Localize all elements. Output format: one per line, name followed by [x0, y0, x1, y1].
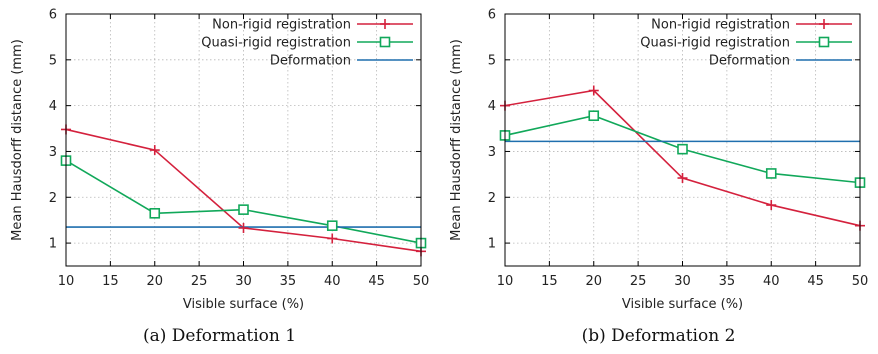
figure-panel-a: 10 15 20 25 30 35 40 45 50 1 2 3 4 5 6 Visible surface … — [10, 8, 430, 347]
legend-label: Quasi-rigid registration — [640, 36, 790, 51]
legend-swatch-marker — [818, 36, 830, 48]
data-point-quasi-rigid-registration — [238, 204, 249, 215]
x-axis-label: Visible surface (%) — [622, 297, 743, 312]
data-point-quasi-rigid-registration — [149, 208, 161, 219]
x-tick-label: 10 — [58, 274, 75, 289]
data-point-quasi-rigid-registration — [326, 220, 338, 231]
x-tick-label: 15 — [102, 274, 119, 289]
x-tick-label: 20 — [146, 274, 163, 289]
x-tick-label: 50 — [413, 274, 430, 289]
y-tick-label: 3 — [49, 145, 57, 160]
y-tick-label: 6 — [49, 8, 57, 23]
data-point-non-rigid-registration — [238, 222, 249, 233]
legend-label: Deformation — [270, 54, 351, 69]
x-tick-label: 50 — [852, 274, 869, 289]
x-tick-label: 20 — [585, 274, 602, 289]
y-tick-label: 1 — [49, 237, 57, 252]
y-tick-label: 5 — [49, 53, 57, 68]
x-tick-label: 40 — [763, 274, 780, 289]
legend-label: Quasi-rigid registration — [201, 36, 351, 51]
x-tick-label: 35 — [719, 274, 736, 289]
y-tick-label: 3 — [488, 145, 496, 160]
legend-swatch-marker — [379, 36, 391, 48]
y-tick-label: 4 — [488, 99, 496, 114]
data-point-quasi-rigid-registration — [677, 143, 688, 155]
plot-frame — [504, 13, 861, 267]
data-point-non-rigid-registration — [149, 145, 160, 156]
x-tick-label: 25 — [191, 274, 208, 289]
figure-panel-b: 10 15 20 25 30 35 40 45 50 1 2 3 4 5 6 Visible surface … — [439, 0, 878, 354]
legend: Non-rigid registration Quasi-rigid regist… — [201, 18, 413, 69]
y-tick-label: 2 — [488, 191, 496, 206]
x-tick-label: 10 — [497, 274, 514, 289]
legend-label: Non-rigid registration — [212, 18, 351, 33]
data-point-quasi-rigid-registration — [588, 110, 600, 122]
y-tick-label: 6 — [488, 8, 496, 23]
y-axis-label: Mean Hausdorff distance (mm) — [10, 39, 25, 241]
legend-label: Non-rigid registration — [651, 18, 790, 33]
x-tick-label: 35 — [280, 274, 297, 289]
data-point-non-rigid-registration — [327, 233, 338, 244]
data-point-non-rigid-registration — [588, 85, 599, 96]
x-tick-label: 40 — [324, 274, 341, 289]
legend-swatch-marker — [819, 19, 829, 29]
x-tick-label: 25 — [630, 274, 647, 289]
axis-ticks — [504, 13, 861, 266]
y-axis-label: Mean Hausdorff distance (mm) — [449, 39, 464, 241]
grid — [505, 14, 860, 266]
y-tick-label: 1 — [488, 237, 496, 252]
data-point-non-rigid-registration — [766, 200, 777, 211]
y-tick-label: 5 — [488, 53, 496, 68]
legend-swatch-marker — [380, 19, 390, 29]
x-tick-label: 30 — [235, 274, 252, 289]
legend: Non-rigid registration Quasi-rigid regist… — [640, 18, 852, 69]
x-tick-label: 30 — [674, 274, 691, 289]
figure-caption: (b) Deformation 2 — [581, 326, 736, 346]
x-axis-label: Visible surface (%) — [183, 297, 304, 312]
data-point-non-rigid-registration — [677, 173, 688, 184]
x-tick-label: 15 — [541, 274, 558, 289]
figure-caption: (a) Deformation 1 — [142, 326, 297, 346]
y-tick-label: 2 — [49, 191, 57, 206]
x-tick-label: 45 — [368, 274, 385, 289]
x-tick-label: 45 — [807, 274, 824, 289]
plot-frame — [65, 13, 422, 267]
y-tick-label: 4 — [49, 99, 57, 114]
legend-label: Deformation — [709, 54, 790, 69]
data-point-quasi-rigid-registration — [765, 168, 777, 179]
